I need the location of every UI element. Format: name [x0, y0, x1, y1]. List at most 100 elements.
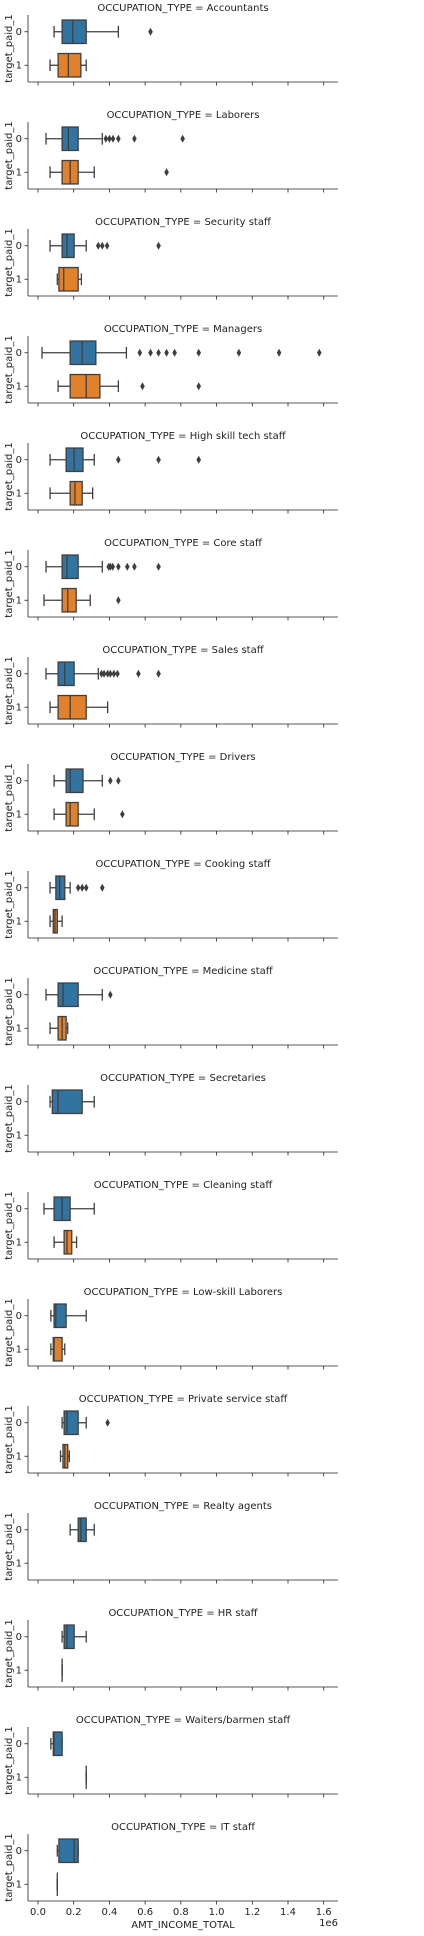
facet-title: OCCUPATION_TYPE = Cooking staff	[95, 859, 271, 870]
facet-title: OCCUPATION_TYPE = Secretaries	[100, 1073, 266, 1084]
outlier	[156, 669, 161, 678]
outlier	[132, 134, 137, 143]
y-tick-label: 1	[16, 809, 22, 820]
y-axis-label: target_paid_1	[4, 870, 15, 938]
outlier	[137, 348, 143, 357]
outlier	[75, 883, 81, 892]
outlier	[156, 455, 161, 464]
y-axis-label: target_paid_1	[4, 1191, 15, 1259]
y-tick-label: 1	[16, 274, 22, 285]
y-axis-label: target_paid_1	[4, 442, 15, 510]
outlier	[115, 669, 120, 678]
outlier	[103, 134, 109, 143]
outlier	[110, 562, 116, 571]
y-tick-label: 1	[16, 595, 22, 606]
facet-title: OCCUPATION_TYPE = HR staff	[108, 1608, 258, 1619]
y-axis-label: target_paid_1	[4, 977, 15, 1045]
y-tick-label: 0	[16, 134, 22, 145]
outlier	[196, 348, 202, 357]
facet-title: OCCUPATION_TYPE = Realty agents	[94, 1501, 272, 1512]
box	[69, 373, 101, 399]
facet-title: OCCUPATION_TYPE = Medicine staff	[93, 966, 273, 977]
outlier	[172, 348, 177, 357]
y-axis-label: target_paid_1	[4, 549, 15, 617]
facet-title: OCCUPATION_TYPE = IT staff	[111, 1822, 256, 1833]
box	[63, 1229, 73, 1255]
y-tick-label: 1	[16, 1451, 22, 1462]
outlier	[116, 455, 121, 464]
outlier	[124, 562, 130, 571]
outlier	[83, 883, 89, 892]
outlier	[156, 241, 161, 250]
outlier	[156, 348, 161, 357]
box	[61, 233, 75, 259]
box	[51, 1089, 83, 1115]
x-tick-label: 0.8	[173, 1907, 189, 1918]
outlier	[276, 348, 282, 357]
y-tick-label: 1	[16, 488, 22, 499]
y-tick-label: 0	[16, 562, 22, 573]
y-axis-label: target_paid_1	[4, 1833, 15, 1901]
y-tick-label: 0	[16, 1739, 22, 1750]
outlier	[148, 27, 153, 36]
box	[53, 1303, 67, 1329]
y-axis-label: target_paid_1	[4, 335, 15, 403]
x-tick-label: 0.4	[101, 1907, 117, 1918]
y-axis-label: target_paid_1	[4, 121, 15, 189]
facet-title: OCCUPATION_TYPE = Cleaning staff	[94, 1180, 274, 1191]
y-tick-label: 1	[16, 1772, 22, 1783]
y-tick-label: 0	[16, 883, 22, 894]
outlier	[99, 883, 105, 892]
y-axis-label: target_paid_1	[4, 1084, 15, 1152]
x-tick-label: 0.0	[30, 1907, 46, 1918]
outlier	[95, 241, 101, 250]
facet-title: OCCUPATION_TYPE = Private service staff	[79, 1394, 289, 1405]
box	[57, 661, 75, 687]
y-tick-label: 1	[16, 167, 22, 178]
outlier	[156, 562, 161, 571]
x-tick-label: 0.2	[66, 1907, 82, 1918]
outlier	[116, 596, 121, 605]
facet-title: OCCUPATION_TYPE = Low-skill Laborers	[84, 1287, 283, 1298]
facet-title: OCCUPATION_TYPE = High skill tech staff	[80, 431, 286, 442]
outlier	[116, 776, 121, 785]
outlier	[108, 776, 113, 785]
facet-title: OCCUPATION_TYPE = Accountants	[97, 3, 268, 14]
y-tick-label: 1	[16, 1130, 22, 1141]
box	[65, 801, 79, 827]
y-tick-label: 0	[16, 455, 22, 466]
outlier	[120, 810, 125, 819]
y-tick-label: 0	[16, 27, 22, 38]
outlier	[164, 348, 169, 357]
box	[57, 694, 87, 720]
outlier	[196, 382, 202, 391]
y-tick-label: 0	[16, 1525, 22, 1536]
y-axis-label: target_paid_1	[4, 14, 15, 82]
box	[61, 126, 79, 152]
box	[63, 1410, 79, 1436]
y-axis-label: target_paid_1	[4, 656, 15, 724]
facet-title: OCCUPATION_TYPE = Waiters/barmen staff	[76, 1715, 291, 1726]
outlier	[116, 562, 121, 571]
box	[58, 1838, 79, 1864]
outlier	[104, 241, 110, 250]
box	[69, 480, 83, 506]
box	[57, 982, 79, 1008]
outlier	[148, 348, 153, 357]
y-tick-label: 0	[16, 1204, 22, 1215]
box	[77, 1517, 87, 1543]
y-tick-label: 0	[16, 1846, 22, 1857]
outlier	[108, 562, 113, 571]
y-axis-label: target_paid_1	[4, 1405, 15, 1473]
box	[65, 768, 84, 794]
x-tick-label: 1.6	[316, 1907, 332, 1918]
facet-title: OCCUPATION_TYPE = Drivers	[110, 752, 255, 763]
box	[57, 52, 82, 78]
y-axis-label: target_paid_1	[4, 1512, 15, 1580]
y-tick-label: 1	[16, 702, 22, 713]
x-axis-label: AMT_INCOME_TOTAL	[131, 1920, 235, 1931]
outlier	[236, 348, 242, 357]
outlier	[136, 669, 141, 678]
outlier	[105, 669, 110, 678]
